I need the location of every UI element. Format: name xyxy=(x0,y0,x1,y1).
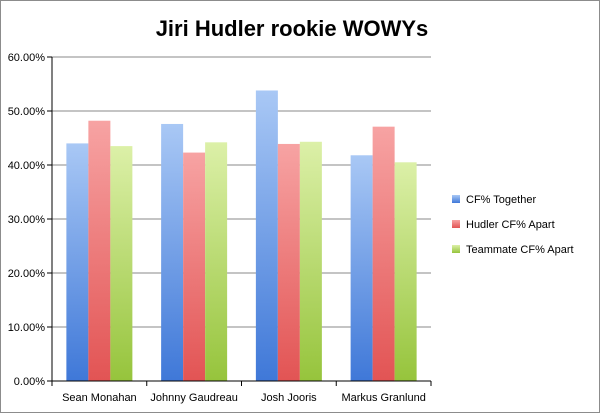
bar-1-2 xyxy=(277,143,300,381)
bar-0-1 xyxy=(161,123,184,382)
axes: 0.00% 10.00% 20.00% 30.00% 40.00% 50.00% 60.00… xyxy=(8,52,432,404)
bars xyxy=(66,90,417,382)
x-category-label: Josh Jooris xyxy=(261,392,317,404)
legend-swatch-1 xyxy=(452,220,460,228)
y-tick-label: 60.00% xyxy=(8,52,46,64)
bar-2-0 xyxy=(110,146,133,381)
chart-title: Jiri Hudler rookie WOWYs xyxy=(156,16,429,41)
bar-2-1 xyxy=(205,142,228,381)
y-tick-label: 0.00% xyxy=(14,376,45,388)
y-tick-label: 20.00% xyxy=(8,268,46,280)
legend-label-0: CF% Together xyxy=(466,194,536,206)
y-tick-label: 30.00% xyxy=(8,214,46,226)
x-category-label: Johnny Gaudreau xyxy=(150,392,237,404)
x-category-label: Sean Monahan xyxy=(62,392,137,404)
y-tick-label: 50.00% xyxy=(8,106,46,118)
y-tick-label: 40.00% xyxy=(8,160,46,172)
legend-label-1: Hudler CF% Apart xyxy=(466,219,555,231)
legend: CF% Together Hudler CF% Apart Teammate CF%… xyxy=(452,194,574,256)
bar-2-2 xyxy=(299,141,322,381)
x-category-label: Markus Granlund xyxy=(341,392,425,404)
bar-2-3 xyxy=(394,162,417,381)
legend-swatch-0 xyxy=(452,195,460,203)
bar-1-0 xyxy=(88,120,111,381)
bar-1-3 xyxy=(372,126,395,381)
legend-label-2: Teammate CF% Apart xyxy=(466,244,574,256)
bar-0-0 xyxy=(66,143,89,381)
legend-swatch-2 xyxy=(452,245,460,253)
bar-0-3 xyxy=(350,155,373,381)
bar-1-1 xyxy=(183,152,206,381)
y-tick-label: 10.00% xyxy=(8,322,46,334)
bar-0-2 xyxy=(255,90,278,381)
